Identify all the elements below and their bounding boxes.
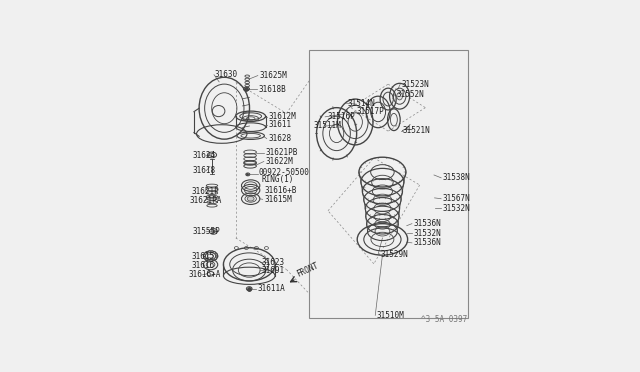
Text: 31532N: 31532N bbox=[443, 204, 470, 213]
Text: 31618: 31618 bbox=[193, 166, 216, 175]
Text: 31523N: 31523N bbox=[402, 80, 429, 89]
Text: 31517P: 31517P bbox=[356, 107, 384, 116]
Ellipse shape bbox=[397, 93, 403, 100]
Text: 31628: 31628 bbox=[268, 134, 292, 143]
Text: 31623: 31623 bbox=[262, 258, 285, 267]
Text: 31630: 31630 bbox=[215, 70, 238, 79]
Text: 31625M: 31625M bbox=[259, 71, 287, 80]
Text: 31691: 31691 bbox=[262, 266, 285, 275]
Text: 31611: 31611 bbox=[268, 121, 292, 129]
Text: 31567N: 31567N bbox=[443, 194, 470, 203]
Text: 31552N: 31552N bbox=[396, 90, 424, 99]
Text: 31536N: 31536N bbox=[414, 238, 442, 247]
Text: 31538N: 31538N bbox=[443, 173, 470, 182]
Text: 31516P: 31516P bbox=[328, 112, 355, 121]
Text: 31532N: 31532N bbox=[414, 229, 442, 238]
Text: 31621PA: 31621PA bbox=[190, 196, 222, 205]
Text: 31616: 31616 bbox=[191, 261, 214, 270]
Text: 31615M: 31615M bbox=[264, 195, 292, 204]
Text: RING(1): RING(1) bbox=[262, 175, 294, 184]
Text: 31529N: 31529N bbox=[380, 250, 408, 259]
Text: 00922-50500: 00922-50500 bbox=[259, 168, 310, 177]
Text: 31511M: 31511M bbox=[313, 122, 341, 131]
Bar bbox=[309, 50, 468, 318]
Text: 31624: 31624 bbox=[193, 151, 216, 160]
Text: ^3 5A 0397: ^3 5A 0397 bbox=[420, 315, 467, 324]
Text: 31616+A: 31616+A bbox=[188, 270, 221, 279]
Text: 31514N: 31514N bbox=[348, 99, 375, 108]
Text: 31621P: 31621P bbox=[191, 187, 219, 196]
Text: 31536N: 31536N bbox=[414, 219, 442, 228]
Text: 31622M: 31622M bbox=[266, 157, 293, 166]
Text: 31521N: 31521N bbox=[403, 126, 430, 135]
Text: FRONT: FRONT bbox=[296, 261, 321, 279]
Text: 31618B: 31618B bbox=[259, 84, 287, 93]
Text: 31616+B: 31616+B bbox=[264, 186, 297, 195]
Text: 31611A: 31611A bbox=[258, 284, 285, 293]
Text: 31621PB: 31621PB bbox=[266, 148, 298, 157]
Text: 31555P: 31555P bbox=[193, 227, 221, 236]
Text: 31612M: 31612M bbox=[268, 112, 296, 121]
Ellipse shape bbox=[247, 196, 254, 201]
Text: 31615: 31615 bbox=[191, 252, 214, 261]
Text: 31510M: 31510M bbox=[377, 311, 404, 320]
